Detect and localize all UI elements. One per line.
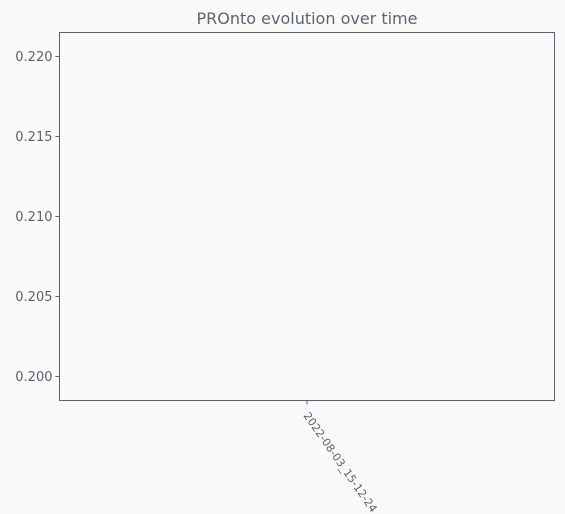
y-tick-label: 0.220 (15, 50, 52, 65)
chart-title: PROnto evolution over time (197, 9, 418, 28)
x-tick-label: 2022-08-03_15-12-24 (301, 410, 380, 514)
x-axis: 2022-08-03_15-12-24 (301, 400, 380, 514)
plot-area-frame (59, 32, 555, 401)
y-tick-label: 0.210 (15, 210, 52, 225)
y-tick-label: 0.215 (15, 130, 52, 145)
y-axis: 0.200 0.205 0.210 0.215 0.220 (15, 50, 60, 385)
y-tick-label: 0.205 (15, 290, 52, 305)
y-tick-label: 0.200 (15, 370, 52, 385)
